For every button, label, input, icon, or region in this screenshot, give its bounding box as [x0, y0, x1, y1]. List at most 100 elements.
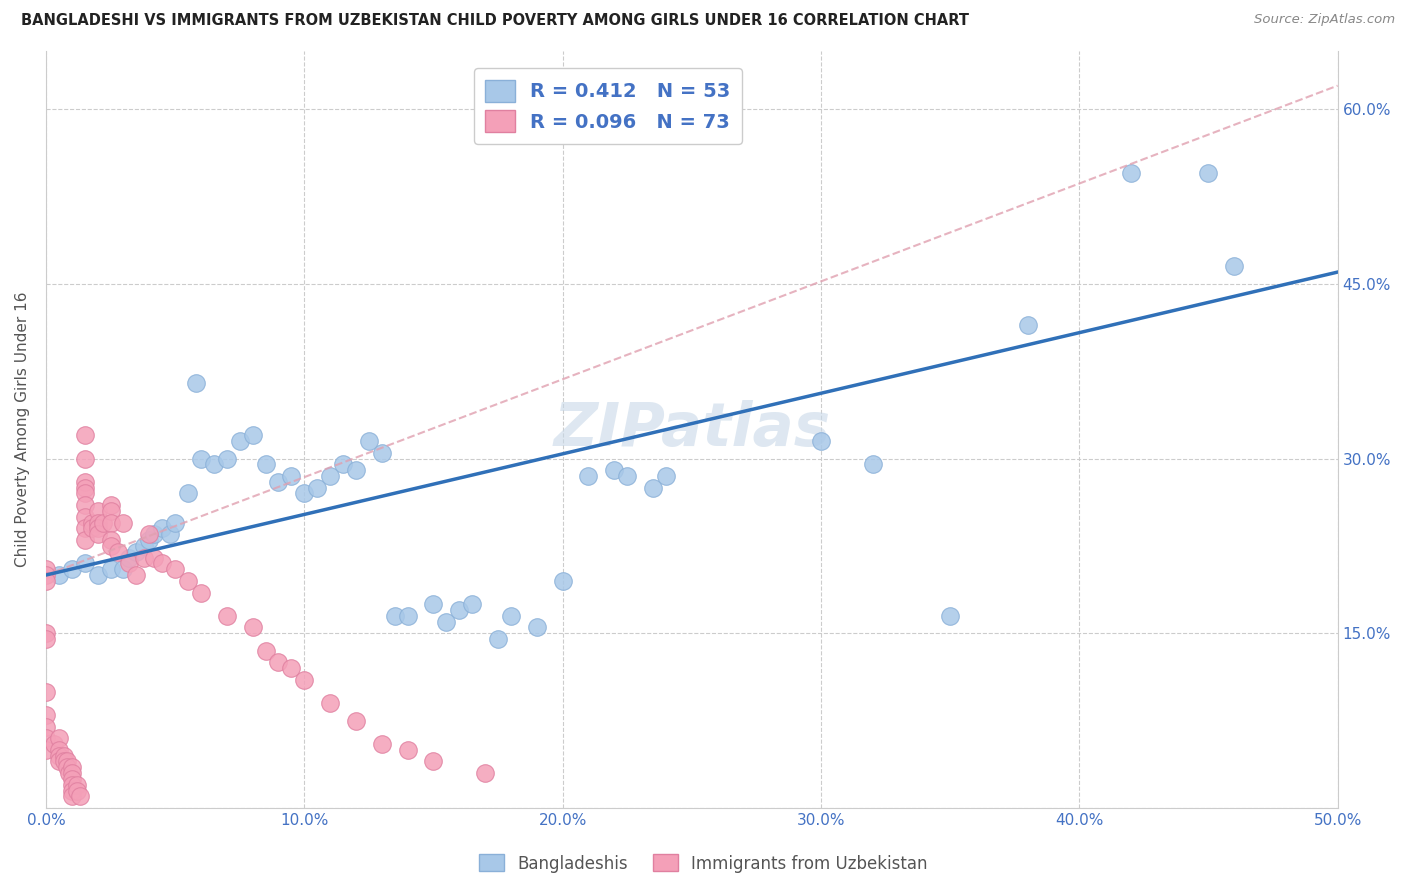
- Point: [134, 539, 156, 553]
- Point: [125, 568, 148, 582]
- Point: [215, 608, 238, 623]
- Point: [48, 748, 70, 763]
- Point: [86, 504, 108, 518]
- Point: [107, 545, 129, 559]
- Point: [165, 516, 187, 530]
- Point: [60, 766, 83, 780]
- Point: [73, 451, 96, 466]
- Point: [655, 469, 678, 483]
- Point: [112, 516, 135, 530]
- Point: [578, 469, 600, 483]
- Point: [73, 509, 96, 524]
- Point: [117, 550, 139, 565]
- Point: [371, 445, 394, 459]
- Point: [58, 766, 80, 780]
- Point: [254, 458, 277, 472]
- Point: [242, 620, 264, 634]
- Point: [53, 748, 76, 763]
- Point: [35, 743, 58, 757]
- Point: [165, 562, 187, 576]
- Point: [35, 684, 58, 698]
- Legend: Bangladeshis, Immigrants from Uzbekistan: Bangladeshis, Immigrants from Uzbekistan: [472, 847, 934, 880]
- Point: [86, 527, 108, 541]
- Point: [86, 516, 108, 530]
- Point: [100, 498, 122, 512]
- Point: [60, 562, 83, 576]
- Point: [48, 568, 70, 582]
- Point: [35, 731, 58, 746]
- Point: [143, 527, 166, 541]
- Point: [551, 574, 574, 588]
- Point: [319, 696, 342, 710]
- Point: [112, 562, 135, 576]
- Point: [280, 469, 302, 483]
- Point: [1198, 166, 1220, 180]
- Point: [143, 550, 166, 565]
- Point: [35, 632, 58, 647]
- Point: [228, 434, 250, 448]
- Point: [190, 585, 212, 599]
- Point: [82, 521, 104, 535]
- Point: [55, 760, 77, 774]
- Point: [177, 486, 200, 500]
- Point: [48, 743, 70, 757]
- Point: [73, 533, 96, 547]
- Point: [474, 766, 496, 780]
- Point: [134, 550, 156, 565]
- Point: [267, 475, 290, 489]
- Point: [1119, 166, 1142, 180]
- Point: [939, 608, 962, 623]
- Point: [202, 458, 225, 472]
- Point: [73, 475, 96, 489]
- Point: [60, 789, 83, 804]
- Point: [100, 533, 122, 547]
- Point: [117, 557, 139, 571]
- Point: [35, 562, 58, 576]
- Point: [434, 615, 457, 629]
- Point: [150, 521, 173, 535]
- Point: [48, 755, 70, 769]
- Point: [53, 755, 76, 769]
- Point: [86, 521, 108, 535]
- Point: [35, 707, 58, 722]
- Point: [35, 626, 58, 640]
- Point: [69, 789, 91, 804]
- Y-axis label: Child Poverty Among Girls Under 16: Child Poverty Among Girls Under 16: [15, 292, 30, 567]
- Point: [422, 755, 444, 769]
- Point: [422, 597, 444, 611]
- Point: [177, 574, 200, 588]
- Point: [449, 603, 471, 617]
- Point: [138, 527, 160, 541]
- Text: Source: ZipAtlas.com: Source: ZipAtlas.com: [1254, 13, 1395, 27]
- Point: [215, 451, 238, 466]
- Point: [384, 608, 406, 623]
- Point: [371, 737, 394, 751]
- Point: [499, 608, 522, 623]
- Text: ZIPatlas: ZIPatlas: [553, 400, 831, 458]
- Point: [486, 632, 509, 647]
- Point: [319, 469, 342, 483]
- Point: [73, 557, 96, 571]
- Point: [100, 539, 122, 553]
- Point: [461, 597, 484, 611]
- Legend: R = 0.412   N = 53, R = 0.096   N = 73: R = 0.412 N = 53, R = 0.096 N = 73: [474, 68, 742, 144]
- Point: [73, 428, 96, 442]
- Point: [603, 463, 626, 477]
- Point: [100, 562, 122, 576]
- Point: [82, 516, 104, 530]
- Point: [641, 481, 664, 495]
- Point: [42, 737, 65, 751]
- Point: [396, 743, 419, 757]
- Text: BANGLADESHI VS IMMIGRANTS FROM UZBEKISTAN CHILD POVERTY AMONG GIRLS UNDER 16 COR: BANGLADESHI VS IMMIGRANTS FROM UZBEKISTA…: [21, 13, 969, 29]
- Point: [616, 469, 638, 483]
- Point: [159, 527, 181, 541]
- Point: [150, 557, 173, 571]
- Point: [184, 376, 207, 390]
- Point: [73, 486, 96, 500]
- Point: [91, 516, 114, 530]
- Point: [526, 620, 548, 634]
- Point: [35, 574, 58, 588]
- Point: [66, 778, 89, 792]
- Point: [280, 661, 302, 675]
- Point: [73, 498, 96, 512]
